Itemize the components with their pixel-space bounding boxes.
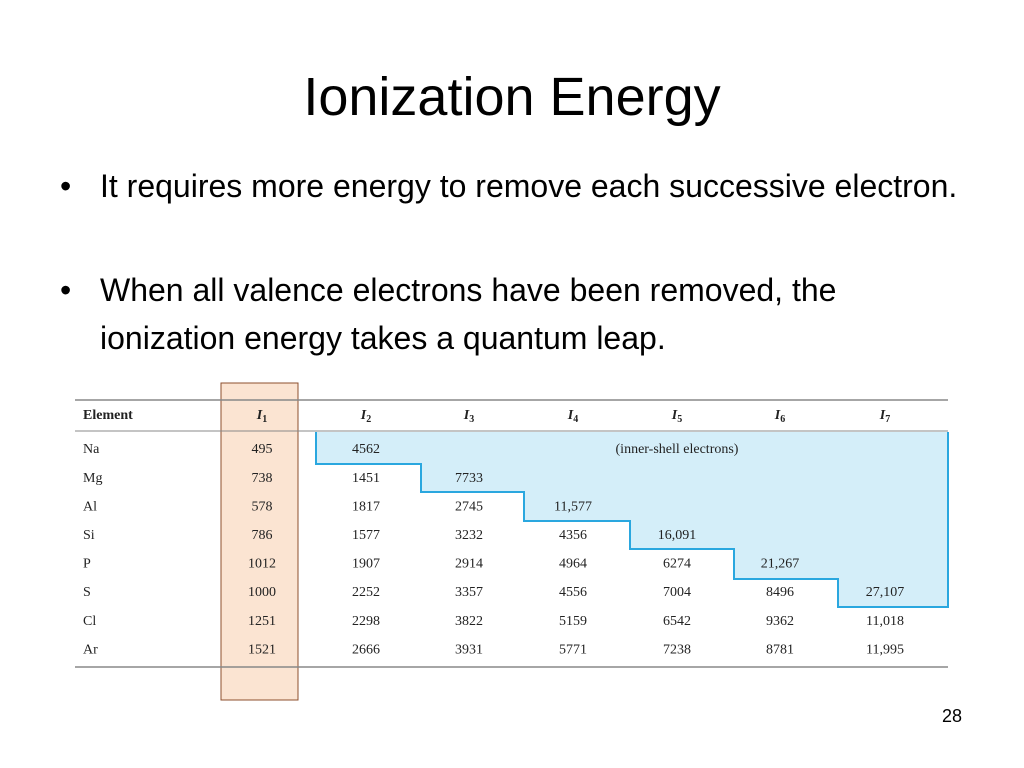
- energy-cell: 2666: [352, 642, 380, 657]
- header-cell: I2: [360, 408, 371, 425]
- energy-cell: 6542: [663, 614, 691, 629]
- energy-cell: 2252: [352, 585, 380, 600]
- header-subscript: 5: [677, 414, 682, 425]
- energy-cell: 2914: [455, 557, 483, 572]
- energy-cell: 1012: [248, 557, 276, 572]
- element-cell: S: [83, 585, 91, 600]
- bullet: • When all valence electrons have been re…: [60, 266, 960, 362]
- header-cell: I4: [567, 408, 578, 425]
- element-cell: Al: [83, 499, 97, 514]
- energy-cell: 27,107: [866, 585, 905, 600]
- bullet-text: It requires more energy to remove each s…: [100, 168, 958, 204]
- energy-cell: 11,577: [554, 499, 592, 514]
- energy-cell: 3931: [455, 642, 483, 657]
- header-subscript: 3: [469, 414, 474, 425]
- header-symbol: I: [463, 408, 470, 423]
- energy-cell: 5771: [559, 642, 587, 657]
- header-cell: I7: [879, 408, 890, 425]
- header-cell: I5: [671, 408, 682, 425]
- bullet-dot: •: [60, 168, 72, 204]
- energy-cell: 1251: [248, 614, 276, 629]
- element-cell: Si: [83, 528, 95, 543]
- element-cell: P: [83, 557, 91, 572]
- energy-cell: 1907: [352, 557, 380, 572]
- energy-cell: 8781: [766, 642, 794, 657]
- energy-cell: 578: [252, 499, 273, 514]
- energy-cell: 21,267: [761, 557, 800, 572]
- inner-shell-region: [316, 432, 948, 607]
- energy-cell: 4964: [559, 557, 587, 572]
- header-symbol: I: [256, 408, 263, 423]
- header-symbol: I: [671, 408, 678, 423]
- energy-cell: 1451: [352, 471, 380, 486]
- energy-cell: 4556: [559, 585, 587, 600]
- energy-cell: 495: [252, 442, 273, 457]
- element-cell: Cl: [83, 614, 96, 629]
- header-subscript: 6: [780, 414, 785, 425]
- header-subscript: 7: [885, 414, 890, 425]
- energy-cell: 738: [252, 471, 273, 486]
- header-cell: I1: [256, 408, 267, 425]
- header-symbol: I: [879, 408, 886, 423]
- bullet-text: When all valence electrons have been rem…: [100, 272, 837, 356]
- page-number: 28: [941, 706, 962, 726]
- energy-cell: 7004: [663, 585, 691, 600]
- header-symbol: I: [774, 408, 781, 423]
- element-cell: Mg: [83, 471, 102, 486]
- energy-cell: 3232: [455, 528, 483, 543]
- slide-title: Ionization Energy: [303, 67, 721, 127]
- energy-cell: 2745: [455, 499, 483, 514]
- header-subscript: 1: [262, 414, 267, 425]
- element-cell: Na: [83, 442, 100, 457]
- element-cell: Ar: [83, 642, 98, 657]
- bullet: • It requires more energy to remove each …: [60, 162, 960, 210]
- energy-cell: 9362: [766, 614, 794, 629]
- energy-cell: 1000: [248, 585, 276, 600]
- inner-shell-boundary: [315, 432, 949, 608]
- energy-cell: 6274: [663, 557, 691, 572]
- energy-cell: 2298: [352, 614, 380, 629]
- header-cell: I3: [463, 408, 474, 425]
- highlight-column: [220, 382, 299, 701]
- energy-cell: 7238: [663, 642, 691, 657]
- energy-cell: 5159: [559, 614, 587, 629]
- energy-cell: 4356: [559, 528, 587, 543]
- header-symbol: I: [360, 408, 367, 423]
- bullet-dot: •: [60, 272, 72, 308]
- energy-cell: 786: [252, 528, 273, 543]
- header-subscript: 4: [573, 414, 578, 425]
- energy-cell: 3357: [455, 585, 483, 600]
- header-cell: I6: [774, 408, 785, 425]
- header-symbol: I: [567, 408, 574, 423]
- energy-cell: 11,995: [866, 642, 904, 657]
- energy-cell: 1817: [352, 499, 380, 514]
- energy-cell: 1521: [248, 642, 276, 657]
- annotation: (inner-shell electrons): [616, 442, 739, 457]
- energy-cell: 1577: [352, 528, 380, 543]
- energy-cell: 16,091: [658, 528, 697, 543]
- energy-cell: 3822: [455, 614, 483, 629]
- header-cell: Element: [83, 408, 133, 423]
- energy-cell: 11,018: [866, 614, 904, 629]
- header-subscript: 2: [366, 414, 371, 425]
- energy-cell: 8496: [766, 585, 794, 600]
- energy-cell: 7733: [455, 471, 483, 486]
- energy-cell: 4562: [352, 442, 380, 457]
